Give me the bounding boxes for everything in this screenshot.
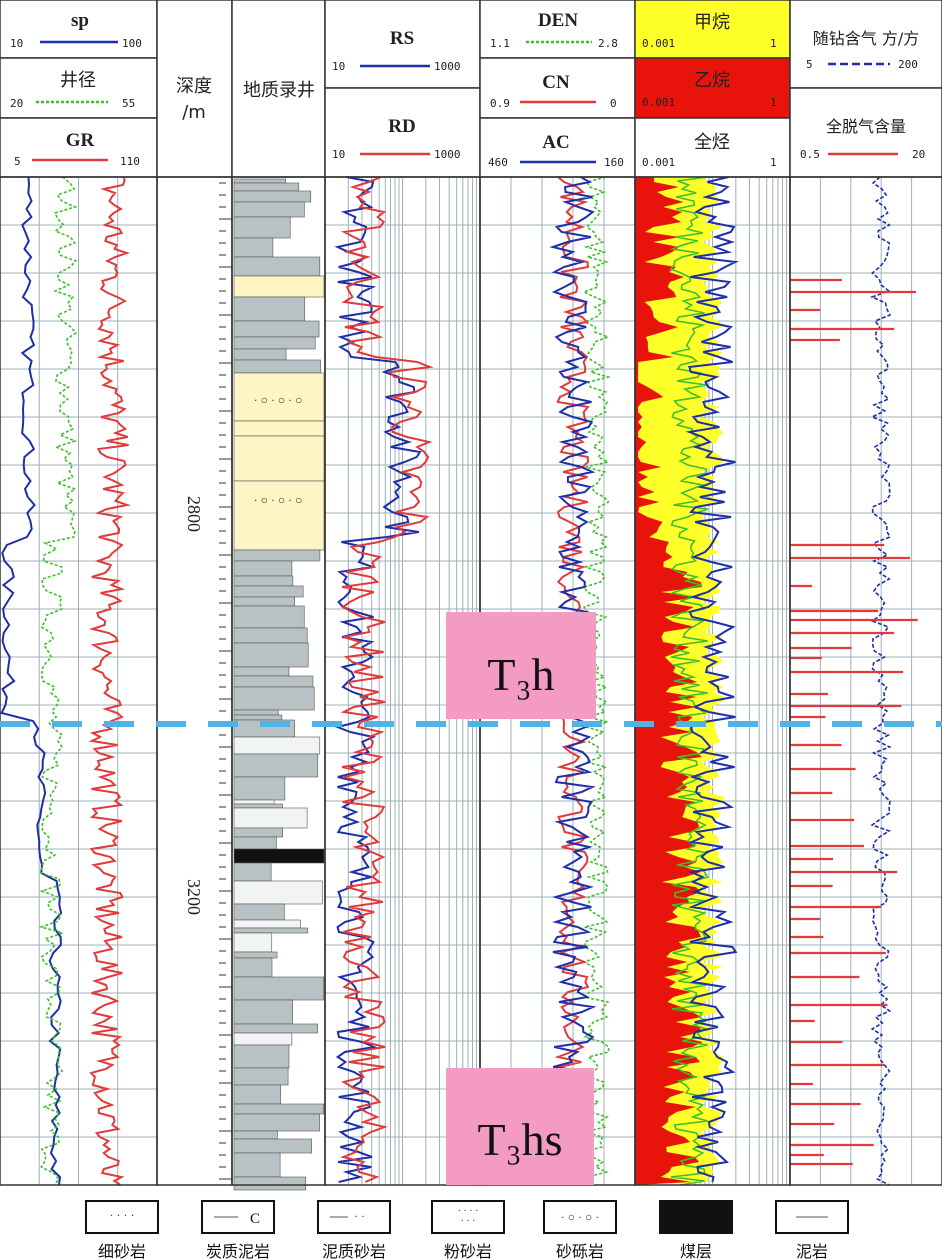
legend-item-mudstone: 泥岩 (775, 1200, 849, 1260)
svg-text:· · · ·: · · · · (458, 1206, 479, 1217)
legend-item-fine-sandstone: · · · · 细砂岩 (85, 1200, 159, 1260)
ac-header-max: 160 (604, 156, 624, 169)
svg-text:· · · ·: · · · · (110, 1208, 135, 1222)
log-curves (0, 176, 918, 1186)
legend-item-argillaceous-sandstone: · · 泥质砂岩 (317, 1200, 391, 1260)
caliper-header-name: 井径 (60, 70, 96, 91)
total-gas-curve (685, 176, 739, 1183)
depth-label-2800: 2800 (184, 496, 204, 532)
degas-header-name: 全脱气含量 (826, 117, 906, 136)
cn-header-max: 0 (610, 97, 617, 110)
caliper-header-min: 20 (10, 97, 23, 110)
header-area: sp 10 100 井径 20 55 GR 5 110 深度 /m 地质录井 R… (0, 0, 942, 178)
formation-label-t3hs: T₃hs (446, 1068, 594, 1185)
ethane-header-min: 0.001 (642, 96, 675, 109)
drill-gas-header-min: 5 (806, 58, 813, 71)
total-header-name: 全烃 (694, 132, 730, 153)
legend-label-1: 炭质泥岩 (206, 1242, 270, 1260)
svg-text:· · ·: · · · (461, 1216, 476, 1227)
legend-item-coal: 煤层 (659, 1200, 733, 1260)
rd-curve (340, 176, 434, 1183)
svg-text:· ·: · · (354, 1209, 365, 1223)
lithology-legend: · · · · 细砂岩 C 炭质泥岩 · · 泥质砂岩 · · · · · · … (85, 1200, 849, 1260)
formation-label-t3h: T₃h (446, 612, 596, 719)
legend-label-0: 细砂岩 (98, 1242, 146, 1260)
sp-header-max: 100 (122, 37, 142, 50)
grid-track-0 (0, 177, 157, 1185)
rs-header-name: RS (390, 28, 414, 49)
methane-header-max: 1 (770, 37, 777, 50)
drill-gas-header-max: 200 (898, 58, 918, 71)
rs-header-max: 1000 (434, 60, 461, 73)
legend-item-glutenite: · ○ · ○ · 砂砾岩 (543, 1200, 617, 1260)
geology-column: · ○ · ○ · ○ · ○ · ○ · ○ (233, 178, 325, 1191)
den-header-min: 1.1 (490, 37, 510, 50)
gr-curve (88, 176, 132, 1186)
degas-bars (790, 278, 918, 1166)
rs-header-min: 10 (332, 60, 345, 73)
sp-header-name: sp (71, 10, 89, 31)
degas-header-min: 0.5 (800, 148, 820, 161)
formation-label-t3h-text: T₃h (487, 649, 554, 700)
depth-header-line1: 深度 (176, 76, 212, 97)
ac-header-name: AC (542, 132, 569, 153)
drill-gas-header-name: 随钻含气 方/方 (813, 29, 919, 48)
legend-item-siltstone: · · · · · · · 粉砂岩 (431, 1200, 505, 1260)
legend-symbol-c: C (250, 1211, 260, 1227)
rs-curve (334, 176, 422, 1183)
legend-item-carbonaceous-mudstone: C 炭质泥岩 (201, 1200, 275, 1260)
depth-header-line2: /m (182, 102, 206, 123)
depth-label-3200: 3200 (184, 879, 204, 915)
depth-track (219, 182, 232, 1180)
drill-gas-curve (869, 176, 892, 1186)
methane-header-min: 0.001 (642, 37, 675, 50)
rd-header-name: RD (388, 116, 415, 137)
legend-label-3: 粉砂岩 (444, 1242, 492, 1260)
legend-label-6: 泥岩 (796, 1242, 828, 1260)
ac-header-min: 460 (488, 156, 508, 169)
cn-header-min: 0.9 (490, 97, 510, 110)
svg-text:· ○ · ○ · ○: · ○ · ○ · ○ (254, 493, 303, 507)
gr-header-max: 110 (120, 155, 140, 168)
degas-header-max: 20 (912, 148, 925, 161)
geo-header-title: 地质录井 (243, 80, 315, 101)
total-header-min: 0.001 (642, 156, 675, 169)
den-header-name: DEN (538, 10, 578, 31)
grid-track-4 (790, 177, 942, 1185)
cn-header-name: CN (542, 72, 570, 93)
caliper-header-max: 55 (122, 97, 135, 110)
ethane-header-name: 乙烷 (694, 70, 730, 91)
rd-header-min: 10 (332, 148, 345, 161)
legend-label-2: 泥质砂岩 (322, 1242, 386, 1260)
formation-label-t3hs-text: T₃hs (477, 1114, 562, 1165)
legend-label-4: 砂砾岩 (556, 1242, 604, 1260)
rd-header-max: 1000 (434, 148, 461, 161)
ethane-fill (635, 177, 703, 1185)
gr-header-name: GR (66, 130, 95, 151)
ethane-header-max: 1 (770, 96, 777, 109)
total-gas-green (669, 176, 710, 1186)
svg-text:· ○ · ○ · ○: · ○ · ○ · ○ (254, 393, 303, 407)
den-curve (581, 176, 612, 1183)
gr-header-min: 5 (14, 155, 21, 168)
total-header-max: 1 (770, 156, 777, 169)
sp-header-min: 10 (10, 37, 23, 50)
svg-text:· ○ · ○ ·: · ○ · ○ · (561, 1210, 599, 1224)
den-header-max: 2.8 (598, 37, 618, 50)
caliper-curve (38, 176, 78, 1186)
methane-header-name: 甲烷 (694, 12, 730, 33)
legend-label-5: 煤层 (680, 1242, 712, 1260)
sp-curve (0, 176, 63, 1186)
